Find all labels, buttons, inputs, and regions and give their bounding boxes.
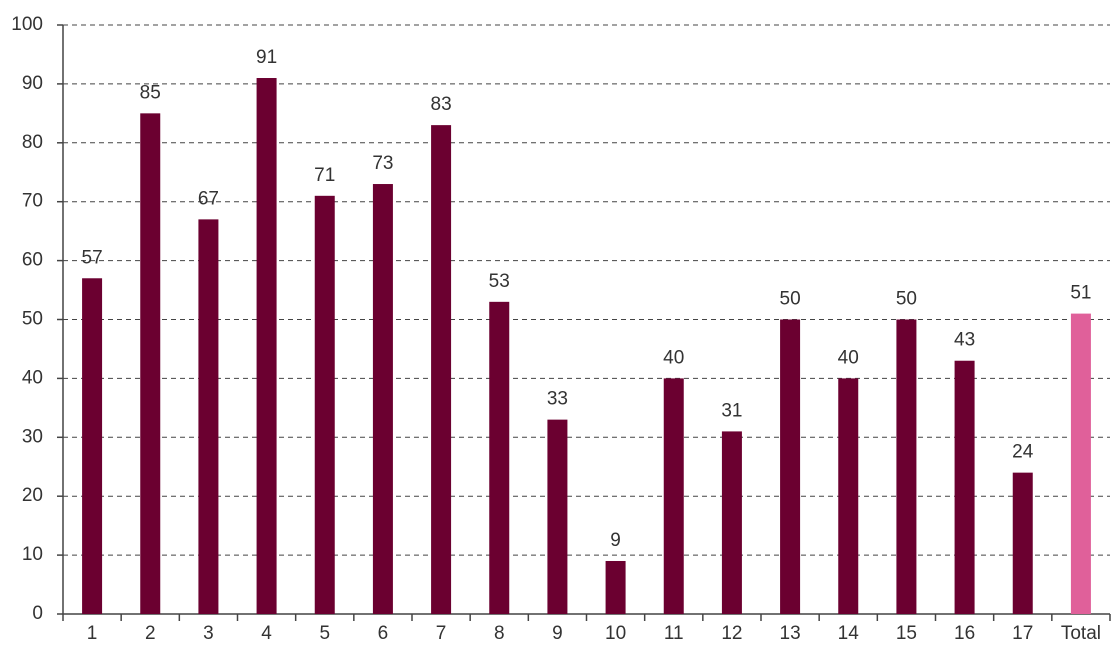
data-label: 40 (663, 347, 684, 368)
x-tick-label: 15 (896, 623, 917, 644)
bar (198, 219, 219, 614)
data-label: 53 (489, 271, 510, 292)
data-label: 71 (314, 165, 335, 186)
bar (721, 431, 742, 614)
y-tick-label: 100 (11, 14, 43, 35)
bar (605, 560, 626, 614)
x-tick-label: 5 (319, 623, 330, 644)
x-tick-label: 1 (87, 623, 98, 644)
bar (372, 184, 393, 614)
bar (314, 195, 335, 614)
bar (256, 78, 277, 614)
data-label: 73 (372, 153, 393, 174)
data-label: 33 (547, 389, 568, 410)
y-tick-label: 50 (22, 309, 43, 330)
x-tick-label: 8 (494, 623, 505, 644)
data-label: 40 (838, 347, 859, 368)
x-tick-label: 14 (838, 623, 860, 644)
data-label: 9 (610, 530, 621, 551)
data-label: 57 (82, 247, 103, 268)
bar (140, 113, 161, 614)
x-tick-label: 4 (261, 623, 272, 644)
bar (431, 125, 452, 614)
bar (1070, 313, 1091, 614)
y-tick-label: 0 (32, 603, 43, 624)
data-label: 83 (431, 94, 452, 115)
data-label: 31 (721, 400, 742, 421)
x-tick-label: 11 (664, 623, 684, 644)
x-tick-label: 10 (605, 623, 626, 644)
x-tick-label: 12 (721, 623, 742, 644)
y-tick-label: 20 (22, 485, 43, 506)
bar (1012, 472, 1033, 614)
y-tick-label: 30 (22, 426, 43, 447)
x-tick-label: 3 (203, 623, 214, 644)
y-tick-label: 70 (22, 191, 43, 212)
x-tick-label: 16 (954, 623, 975, 644)
y-tick-label: 60 (22, 250, 43, 271)
y-tick-label: 10 (22, 544, 43, 565)
data-label: 91 (256, 47, 277, 68)
data-label: 43 (954, 330, 975, 351)
bar (954, 360, 975, 614)
x-tick-label: 17 (1012, 623, 1033, 644)
data-label: 85 (140, 82, 161, 103)
y-tick-label: 40 (22, 367, 43, 388)
bar (780, 319, 801, 614)
data-label: 67 (198, 188, 219, 209)
bar (82, 278, 103, 614)
x-tick-label: 2 (145, 623, 156, 644)
data-label: 24 (1012, 442, 1034, 463)
y-tick-label: 90 (22, 73, 43, 94)
bar (547, 419, 568, 614)
x-tick-label: Total (1061, 623, 1101, 644)
x-tick-label: 9 (552, 623, 563, 644)
bar (896, 319, 917, 614)
data-label: 50 (780, 289, 801, 310)
x-tick-label: 7 (436, 623, 447, 644)
bar (838, 378, 859, 614)
x-tick-label: 13 (780, 623, 801, 644)
bar (489, 301, 510, 614)
y-tick-label: 80 (22, 132, 43, 153)
data-label: 51 (1070, 283, 1091, 304)
x-tick-label: 6 (378, 623, 389, 644)
data-label: 50 (896, 289, 917, 310)
bar (663, 378, 684, 614)
